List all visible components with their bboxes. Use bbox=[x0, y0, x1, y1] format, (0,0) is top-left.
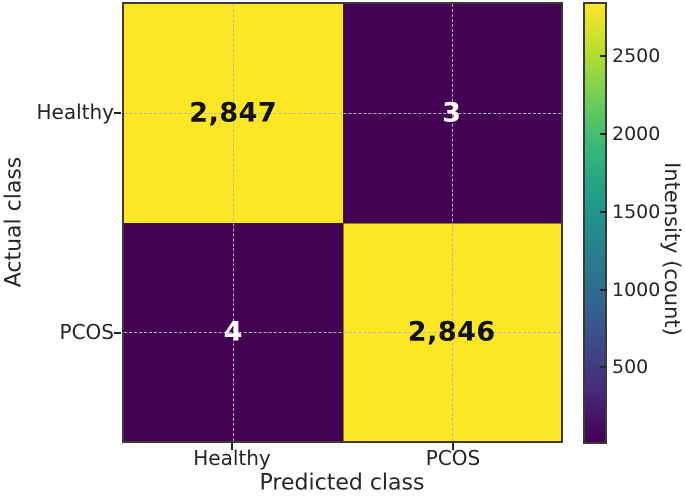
colorbar-tick-2000 bbox=[600, 133, 607, 135]
colorbar-axis-title: Intensity (count) bbox=[660, 162, 684, 336]
y-tick-mark-healthy bbox=[114, 112, 121, 114]
gridline-horizontal-healthy bbox=[124, 113, 561, 115]
y-tick-mark-pcos bbox=[114, 332, 121, 334]
colorbar-tick-1500 bbox=[600, 211, 607, 213]
colorbar-tick-label-2000: 2000 bbox=[612, 123, 661, 145]
y-tick-label-healthy: Healthy bbox=[36, 100, 114, 124]
colorbar-tick-label-1000: 1000 bbox=[612, 279, 661, 301]
colorbar-gradient bbox=[583, 2, 607, 444]
gridline-horizontal-pcos bbox=[124, 331, 561, 333]
x-tick-label-pcos: PCOS bbox=[425, 446, 481, 470]
cell-value-true-healthy: 2,847 bbox=[189, 97, 278, 129]
colorbar-tick-label-500: 500 bbox=[612, 356, 649, 378]
gridline-vertical-pcos bbox=[451, 4, 453, 441]
gridline-vertical-healthy bbox=[233, 4, 235, 441]
cell-value-false-pcos: 3 bbox=[442, 97, 462, 129]
colorbar-tick-1000 bbox=[600, 289, 607, 291]
x-axis-title: Predicted class bbox=[259, 470, 425, 496]
colorbar-tick-label-1500: 1500 bbox=[612, 201, 661, 223]
x-tick-mark-healthy bbox=[231, 443, 233, 450]
cell-value-false-healthy: 4 bbox=[223, 316, 243, 348]
cell-boundary-horizontal bbox=[124, 222, 561, 224]
colorbar-tick-label-2500: 2500 bbox=[612, 45, 661, 67]
colorbar-tick-2500 bbox=[600, 55, 607, 57]
y-axis-title: Actual class bbox=[1, 156, 27, 288]
heatmap-plot-area: 2,847 3 4 2,846 bbox=[122, 2, 563, 443]
x-tick-mark-pcos bbox=[452, 443, 454, 450]
colorbar-tick-500 bbox=[600, 366, 607, 368]
x-tick-label-healthy: Healthy bbox=[193, 446, 271, 470]
y-tick-label-pcos: PCOS bbox=[59, 320, 114, 344]
cell-value-true-pcos: 2,846 bbox=[407, 316, 496, 348]
